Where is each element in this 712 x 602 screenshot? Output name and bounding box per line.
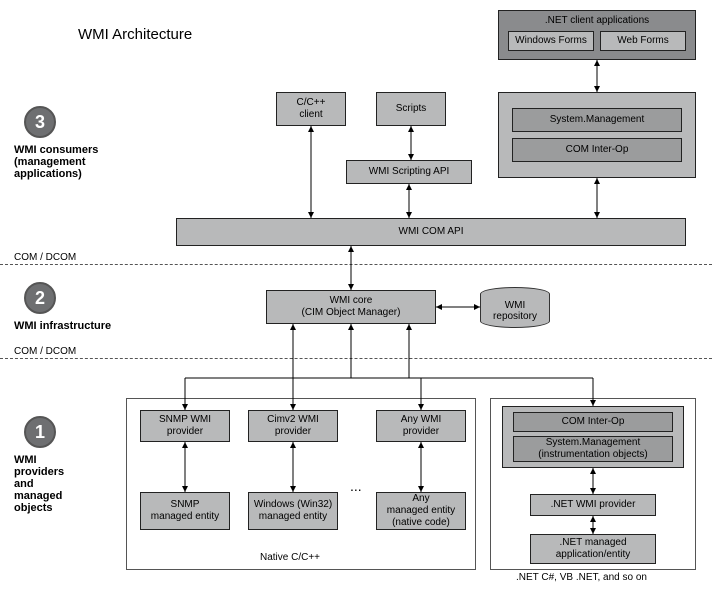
wmi-repo-cylinder: WMI repository [480, 294, 550, 328]
section-3-label: WMI consumers (management applications) [14, 144, 124, 180]
dotnet-sys-mgmt-box: System.Management (instrumentation objec… [513, 436, 673, 462]
divider-1-label: COM / DCOM [14, 252, 76, 263]
wmi-com-api-box: WMI COM API [176, 218, 686, 246]
com-interop-box: COM Inter-Op [512, 138, 682, 162]
page-title: WMI Architecture [78, 26, 192, 43]
dotnet-com-interop-box: COM Inter-Op [513, 412, 673, 432]
section-1-label: WMI providers and managed objects [14, 454, 104, 514]
section-3-badge: 3 [24, 106, 56, 138]
net-client-header: .NET client applications Windows Forms W… [498, 10, 696, 60]
snmp-entity-box: SNMP managed entity [140, 492, 230, 530]
dotnet-top-stack: COM Inter-Op System.Management (instrume… [502, 406, 684, 468]
dotnet-entity-box: .NET managed application/entity [530, 534, 656, 564]
net-client-header-text: .NET client applications [545, 15, 649, 27]
web-forms-box: Web Forms [600, 31, 686, 51]
native-caption: Native C/C++ [260, 552, 320, 563]
snmp-provider-box: SNMP WMI provider [140, 410, 230, 442]
scripts-box: Scripts [376, 92, 446, 126]
c-cpp-client-box: C/C++ client [276, 92, 346, 126]
divider-1 [0, 264, 712, 265]
dotnet-caption: .NET C#, VB .NET, and so on [516, 572, 647, 583]
divider-2 [0, 358, 712, 359]
any-provider-box: Any WMI provider [376, 410, 466, 442]
scripting-api-box: WMI Scripting API [346, 160, 472, 184]
divider-2-label: COM / DCOM [14, 346, 76, 357]
providers-ellipsis: ... [350, 478, 362, 494]
dotnet-provider-box: .NET WMI provider [530, 494, 656, 516]
section-2-badge: 2 [24, 282, 56, 314]
any-entity-box: Any managed entity (native code) [376, 492, 466, 530]
win32-entity-box: Windows (Win32) managed entity [248, 492, 338, 530]
cimv2-provider-box: Cimv2 WMI provider [248, 410, 338, 442]
net-client-stack: System.Management COM Inter-Op [498, 92, 696, 178]
system-management-box: System.Management [512, 108, 682, 132]
section-1-badge: 1 [24, 416, 56, 448]
windows-forms-box: Windows Forms [508, 31, 594, 51]
section-2-label: WMI infrastructure [14, 320, 111, 332]
wmi-core-box: WMI core (CIM Object Manager) [266, 290, 436, 324]
